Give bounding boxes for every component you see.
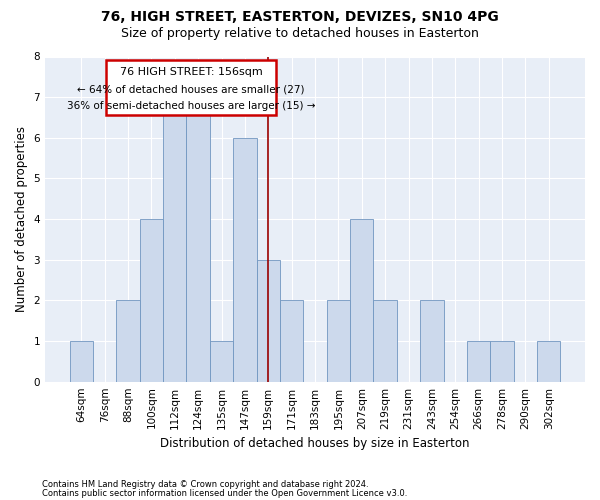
Text: Size of property relative to detached houses in Easterton: Size of property relative to detached ho… (121, 28, 479, 40)
Bar (537, 341, 560, 382)
Bar (373, 300, 397, 382)
X-axis label: Distribution of detached houses by size in Easterton: Distribution of detached houses by size … (160, 437, 470, 450)
Text: 36% of semi-detached houses are larger (15) →: 36% of semi-detached houses are larger (… (67, 101, 316, 111)
Bar (490, 341, 514, 382)
Bar (140, 219, 163, 382)
Bar (420, 300, 443, 382)
Bar (187, 97, 210, 382)
Bar (106, 60, 277, 116)
Bar (70, 341, 93, 382)
Bar (116, 300, 140, 382)
Text: 76 HIGH STREET: 156sqm: 76 HIGH STREET: 156sqm (120, 67, 263, 77)
Bar (327, 300, 350, 382)
Text: Contains HM Land Registry data © Crown copyright and database right 2024.: Contains HM Land Registry data © Crown c… (42, 480, 368, 489)
Text: Contains public sector information licensed under the Open Government Licence v3: Contains public sector information licen… (42, 488, 407, 498)
Text: 76, HIGH STREET, EASTERTON, DEVIZES, SN10 4PG: 76, HIGH STREET, EASTERTON, DEVIZES, SN1… (101, 10, 499, 24)
Text: ← 64% of detached houses are smaller (27): ← 64% of detached houses are smaller (27… (77, 84, 305, 94)
Bar (210, 341, 233, 382)
Bar (467, 341, 490, 382)
Bar (280, 300, 304, 382)
Bar (257, 260, 280, 382)
Bar (233, 138, 257, 382)
Bar (350, 219, 373, 382)
Bar (163, 97, 187, 382)
Y-axis label: Number of detached properties: Number of detached properties (15, 126, 28, 312)
